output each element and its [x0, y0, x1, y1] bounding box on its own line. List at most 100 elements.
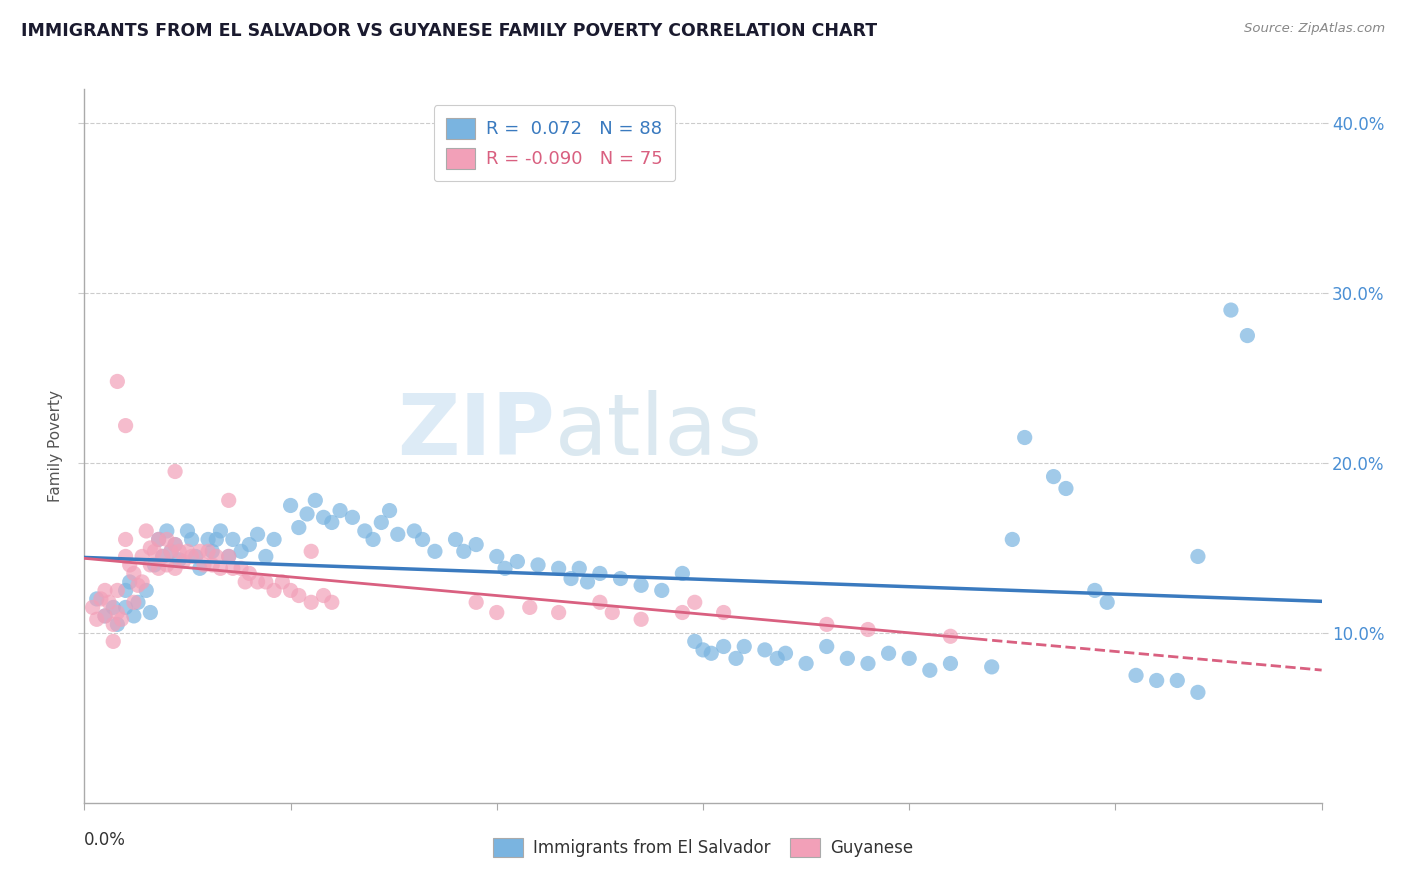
Point	[222, 533, 245, 547]
Point	[299, 544, 322, 558]
Point	[589, 595, 612, 609]
Y-axis label: Family Poverty: Family Poverty	[48, 390, 63, 502]
Point	[453, 544, 475, 558]
Point	[201, 544, 224, 558]
Point	[143, 544, 166, 558]
Point	[98, 595, 121, 609]
Point	[180, 533, 202, 547]
Point	[114, 600, 136, 615]
Point	[205, 533, 228, 547]
Point	[794, 657, 817, 671]
Point	[222, 561, 245, 575]
Point	[939, 657, 962, 671]
Point	[519, 600, 541, 615]
Point	[815, 640, 838, 654]
Point	[288, 589, 311, 603]
Point	[898, 651, 921, 665]
Point	[329, 503, 352, 517]
Point	[671, 566, 693, 581]
Point	[837, 651, 859, 665]
Point	[127, 578, 149, 592]
Point	[1166, 673, 1188, 688]
Point	[630, 612, 652, 626]
Point	[238, 537, 260, 551]
Point	[135, 524, 157, 538]
Point	[131, 574, 153, 589]
Point	[465, 595, 488, 609]
Point	[353, 524, 375, 538]
Point	[547, 561, 569, 575]
Text: 0.0%: 0.0%	[84, 831, 127, 849]
Point	[671, 606, 693, 620]
Text: atlas: atlas	[554, 390, 762, 474]
Point	[135, 583, 157, 598]
Point	[692, 643, 714, 657]
Point	[1236, 328, 1258, 343]
Point	[271, 574, 294, 589]
Point	[172, 555, 194, 569]
Point	[122, 566, 145, 581]
Point	[143, 558, 166, 572]
Text: ZIP: ZIP	[396, 390, 554, 474]
Point	[263, 533, 285, 547]
Point	[485, 549, 508, 564]
Point	[775, 646, 797, 660]
Point	[1095, 595, 1118, 609]
Point	[156, 524, 179, 538]
Point	[197, 544, 219, 558]
Text: Source: ZipAtlas.com: Source: ZipAtlas.com	[1244, 22, 1385, 36]
Point	[651, 583, 673, 598]
Point	[299, 595, 322, 609]
Point	[160, 544, 183, 558]
Point	[1084, 583, 1107, 598]
Point	[218, 549, 240, 564]
Point	[423, 544, 446, 558]
Point	[856, 623, 879, 637]
Point	[165, 537, 187, 551]
Point	[139, 541, 162, 555]
Point	[122, 608, 145, 623]
Point	[1146, 673, 1168, 688]
Point	[176, 524, 198, 538]
Point	[321, 516, 343, 530]
Point	[980, 660, 1002, 674]
Point	[197, 533, 219, 547]
Point	[312, 589, 335, 603]
Point	[160, 544, 183, 558]
Point	[815, 617, 838, 632]
Point	[110, 612, 132, 626]
Text: IMMIGRANTS FROM EL SALVADOR VS GUYANESE FAMILY POVERTY CORRELATION CHART: IMMIGRANTS FROM EL SALVADOR VS GUYANESE …	[21, 22, 877, 40]
Point	[683, 595, 706, 609]
Point	[254, 549, 277, 564]
Point	[1001, 533, 1024, 547]
Point	[600, 606, 623, 620]
Point	[609, 572, 631, 586]
Point	[229, 544, 252, 558]
Point	[131, 549, 153, 564]
Point	[683, 634, 706, 648]
Point	[1125, 668, 1147, 682]
Point	[148, 533, 170, 547]
Point	[209, 524, 232, 538]
Point	[288, 520, 311, 534]
Point	[560, 572, 582, 586]
Point	[754, 643, 776, 657]
Point	[122, 595, 145, 609]
Point	[114, 549, 136, 564]
Point	[280, 583, 302, 598]
Point	[856, 657, 879, 671]
Point	[700, 646, 723, 660]
Point	[280, 499, 302, 513]
Point	[188, 544, 211, 558]
Point	[205, 549, 228, 564]
Point	[1014, 430, 1036, 444]
Point	[105, 375, 128, 389]
Point	[86, 591, 108, 606]
Point	[404, 524, 426, 538]
Point	[295, 507, 318, 521]
Point	[103, 634, 125, 648]
Point	[94, 608, 117, 623]
Point	[156, 533, 179, 547]
Point	[342, 510, 364, 524]
Point	[167, 544, 190, 558]
